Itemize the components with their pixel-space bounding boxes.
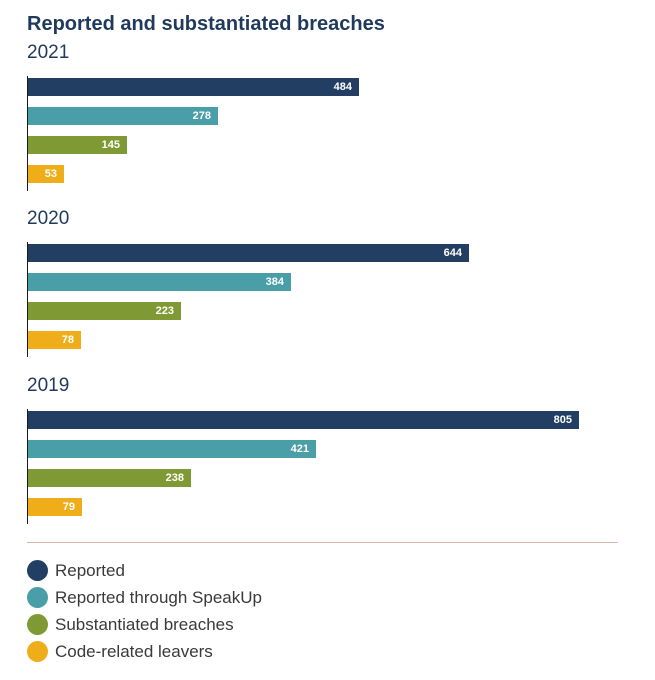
legend-divider — [27, 542, 618, 543]
bar-value-label: 223 — [155, 305, 174, 317]
chart-title: Reported and substantiated breaches — [27, 13, 385, 35]
bar-2019-reported: 805 — [28, 411, 579, 429]
bar-value-label: 278 — [192, 110, 211, 122]
bar-2021-reported: 484 — [28, 78, 359, 96]
panel-2020: 2020 644 384 223 78 — [27, 208, 627, 357]
bar-value-label: 79 — [62, 501, 75, 513]
legend-dot-speakup — [27, 587, 48, 608]
bar-value-label: 805 — [553, 414, 572, 426]
legend-label-substantiated: Substantiated breaches — [55, 614, 234, 634]
legend-item-reported: Reported — [27, 557, 262, 584]
bar-2021-leavers: 53 — [28, 165, 64, 183]
legend-dot-substantiated — [27, 614, 48, 635]
year-label-2019: 2019 — [27, 375, 70, 396]
bar-value-label: 484 — [333, 81, 352, 93]
bar-value-label: 145 — [101, 139, 120, 151]
axis-line-2021 — [27, 76, 28, 191]
legend-dot-leavers — [27, 641, 48, 662]
bar-2019-substantiated: 238 — [28, 469, 191, 487]
bar-value-label: 384 — [265, 276, 284, 288]
bar-2020-reported: 644 — [28, 244, 469, 262]
bar-value-label: 644 — [443, 247, 462, 259]
bar-2020-speakup: 384 — [28, 273, 291, 291]
bar-value-label: 421 — [290, 443, 309, 455]
legend-label-reported: Reported — [55, 560, 125, 580]
legend-item-speakup: Reported through SpeakUp — [27, 584, 262, 611]
bar-value-label: 78 — [61, 334, 74, 346]
legend-label-speakup: Reported through SpeakUp — [55, 587, 262, 607]
panel-2021: 2021 484 278 145 53 — [27, 42, 627, 191]
axis-line-2020 — [27, 242, 28, 357]
chart-legend: Reported Reported through SpeakUp Substa… — [27, 557, 262, 665]
bar-2021-substantiated: 145 — [28, 136, 127, 154]
bar-2021-speakup: 278 — [28, 107, 218, 125]
bar-2019-speakup: 421 — [28, 440, 316, 458]
bar-2019-leavers: 79 — [28, 498, 82, 516]
legend-item-substantiated: Substantiated breaches — [27, 611, 262, 638]
panel-2019: 2019 805 421 238 79 — [27, 375, 627, 524]
legend-dot-reported — [27, 560, 48, 581]
bar-value-label: 238 — [165, 472, 184, 484]
year-label-2020: 2020 — [27, 208, 70, 229]
bar-2020-substantiated: 223 — [28, 302, 181, 320]
bar-value-label: 53 — [44, 168, 57, 180]
bar-2020-leavers: 78 — [28, 331, 81, 349]
year-label-2021: 2021 — [27, 42, 70, 63]
legend-label-leavers: Code-related leavers — [55, 641, 213, 661]
axis-line-2019 — [27, 409, 28, 524]
legend-item-leavers: Code-related leavers — [27, 638, 262, 665]
